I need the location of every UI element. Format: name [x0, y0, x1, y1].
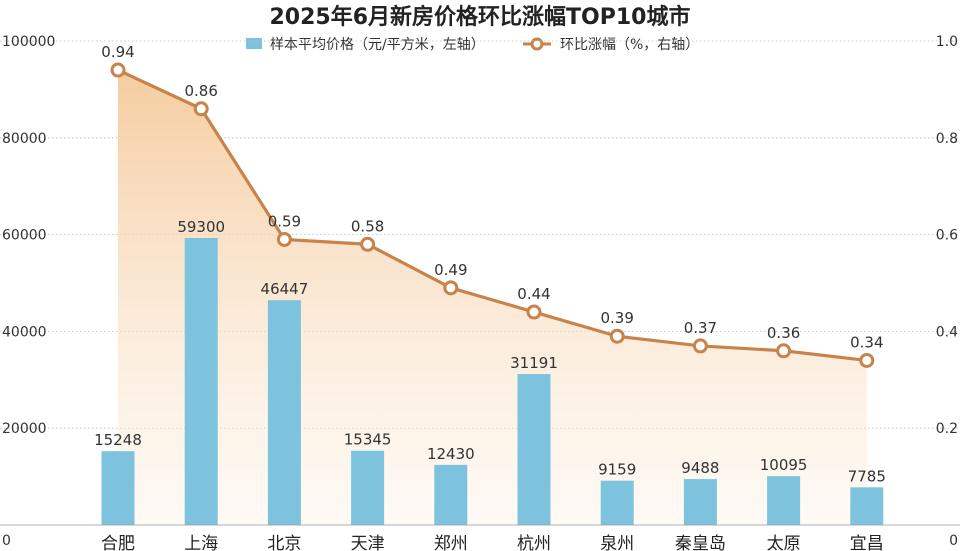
right-axis-tick-label: 0: [949, 533, 958, 549]
price-bar: [767, 476, 801, 525]
price-bar-label: 15345: [344, 431, 392, 449]
x-axis-category-label: 郑州: [434, 534, 468, 551]
x-axis-category-label: 北京: [267, 534, 301, 551]
growth-point-label: 0.37: [684, 319, 717, 337]
left-axis-tick-label: 0: [2, 533, 11, 549]
price-bar-label: 12430: [427, 445, 475, 463]
price-bar: [850, 487, 884, 525]
price-bar-label: 46447: [261, 280, 309, 298]
legend-line-label: 环比涨幅（%，右轴）: [560, 37, 699, 53]
growth-point: [859, 352, 875, 368]
right-axis-tick-label: 0.4: [936, 324, 958, 340]
growth-point: [526, 304, 542, 320]
x-axis-category-label: 宜昌: [850, 534, 884, 551]
label-layer: 15248 59300 46447 15345 12430 31191 9159 9488 10…: [94, 43, 886, 485]
growth-point-label: 0.94: [101, 43, 134, 61]
line-layer: [110, 62, 875, 368]
axis-layer: 0 20000 40000 60000 80000 100000 0 0.2 0.4 0.6 0.8…: [0, 34, 960, 551]
x-axis-category-label: 秦皇岛: [675, 534, 726, 551]
right-axis-tick-label: 0.8: [936, 131, 958, 147]
price-bar: [101, 451, 135, 525]
right-axis-tick-label: 1.0: [936, 34, 958, 50]
price-bar: [683, 479, 717, 525]
price-bar-label: 7785: [848, 467, 886, 485]
legend: 样本平均价格（元/平方米，左轴） 环比涨幅（%，右轴）: [246, 37, 699, 53]
x-axis-category-label: 泉州: [600, 534, 634, 551]
price-bar: [600, 480, 634, 525]
price-bar: [267, 300, 301, 525]
legend-bar-label: 样本平均价格（元/平方米，左轴）: [270, 37, 485, 53]
x-axis-category-label: 合肥: [101, 534, 135, 551]
price-bar: [351, 450, 385, 525]
growth-point-label: 0.44: [517, 285, 550, 303]
price-bar: [434, 464, 468, 525]
growth-point-label: 0.58: [351, 217, 384, 235]
left-axis-tick-label: 20000: [2, 421, 47, 437]
growth-point: [110, 62, 126, 78]
right-axis-tick-label: 0.6: [936, 228, 958, 244]
growth-point: [692, 338, 708, 354]
chart-title: 2025年6月新房价格环比涨幅TOP10城市: [270, 4, 691, 30]
x-axis-category-label: 上海: [184, 534, 218, 551]
growth-point-label: 0.34: [850, 333, 883, 351]
line-area-fill: [118, 70, 867, 525]
price-bar: [184, 237, 218, 525]
x-axis-category-label: 杭州: [517, 534, 551, 551]
price-bar: [517, 374, 551, 525]
growth-point-label: 0.39: [600, 309, 633, 327]
growth-point-label: 0.36: [767, 324, 800, 342]
growth-point: [609, 328, 625, 344]
growth-point-label: 0.86: [184, 82, 217, 100]
x-axis-category-label: 天津: [351, 534, 385, 551]
growth-point: [443, 280, 459, 296]
price-bar-label: 9488: [681, 459, 719, 477]
left-axis-tick-label: 100000: [2, 34, 55, 50]
growth-point-label: 0.49: [434, 261, 467, 279]
growth-point: [360, 236, 376, 252]
x-axis-category-label: 太原: [767, 534, 801, 551]
growth-point: [776, 343, 792, 359]
price-bar-label: 9159: [598, 461, 636, 479]
left-axis-tick-label: 40000: [2, 324, 47, 340]
price-bar-label: 31191: [510, 354, 558, 372]
growth-point: [193, 101, 209, 117]
area-layer: [118, 70, 867, 525]
left-axis-tick-label: 60000: [2, 228, 47, 244]
price-bar-label: 59300: [177, 218, 225, 236]
growth-point-label: 0.59: [268, 212, 301, 230]
legend-line-marker: [530, 37, 544, 51]
growth-line: [117, 68, 867, 363]
left-axis-tick-label: 80000: [2, 131, 47, 147]
price-bar-label: 15248: [94, 431, 142, 449]
bar-layer: [101, 237, 884, 525]
price-bar-label: 10095: [760, 456, 808, 474]
legend-bar-swatch: [246, 38, 262, 49]
growth-point: [276, 231, 292, 247]
right-axis-tick-label: 0.2: [936, 421, 958, 437]
